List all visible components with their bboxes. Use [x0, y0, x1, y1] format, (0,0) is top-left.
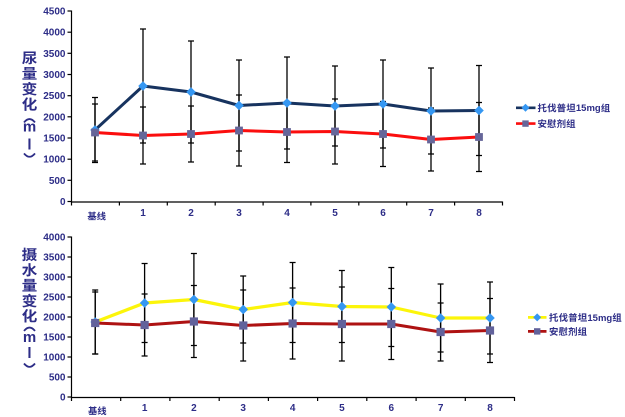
svg-text:5: 5	[339, 403, 345, 414]
svg-text:1000: 1000	[43, 353, 66, 364]
svg-text:2500: 2500	[43, 91, 66, 102]
svg-text:7: 7	[428, 208, 434, 219]
svg-text:l: l	[27, 137, 31, 154]
svg-text:8: 8	[476, 208, 482, 219]
svg-text:500: 500	[49, 373, 66, 384]
svg-text:4: 4	[290, 403, 296, 414]
svg-text:6: 6	[380, 208, 386, 219]
svg-text:1500: 1500	[43, 333, 66, 344]
svg-text:m: m	[23, 329, 36, 346]
svg-text:3: 3	[240, 403, 246, 414]
svg-text:5: 5	[332, 208, 338, 219]
svg-text:8: 8	[487, 403, 493, 414]
svg-text:2500: 2500	[43, 293, 66, 304]
svg-text:3000: 3000	[43, 70, 66, 81]
svg-text:0: 0	[60, 197, 66, 208]
svg-text:4: 4	[284, 208, 290, 219]
svg-text:15mg: 15mg	[576, 103, 601, 114]
svg-text:m: m	[23, 118, 36, 135]
svg-text:15mg: 15mg	[587, 313, 612, 324]
svg-text:3500: 3500	[43, 49, 66, 60]
svg-text:7: 7	[438, 403, 444, 414]
svg-text:1500: 1500	[43, 134, 66, 145]
svg-text:500: 500	[49, 176, 66, 187]
svg-text:2000: 2000	[43, 112, 66, 123]
svg-text:2: 2	[191, 403, 197, 414]
svg-text:1000: 1000	[43, 155, 66, 166]
svg-text:2000: 2000	[43, 313, 66, 324]
svg-text:4000: 4000	[43, 28, 66, 39]
svg-text:4500: 4500	[43, 7, 66, 18]
svg-text:1: 1	[142, 403, 148, 414]
svg-text:6: 6	[389, 403, 395, 414]
svg-text:2: 2	[188, 208, 194, 219]
svg-text:l: l	[27, 345, 31, 362]
svg-text:3500: 3500	[43, 253, 66, 264]
svg-text:3: 3	[236, 208, 242, 219]
svg-text:3000: 3000	[43, 273, 66, 284]
svg-text:4000: 4000	[43, 233, 66, 244]
svg-text:1: 1	[140, 208, 146, 219]
svg-text:0: 0	[60, 393, 66, 404]
